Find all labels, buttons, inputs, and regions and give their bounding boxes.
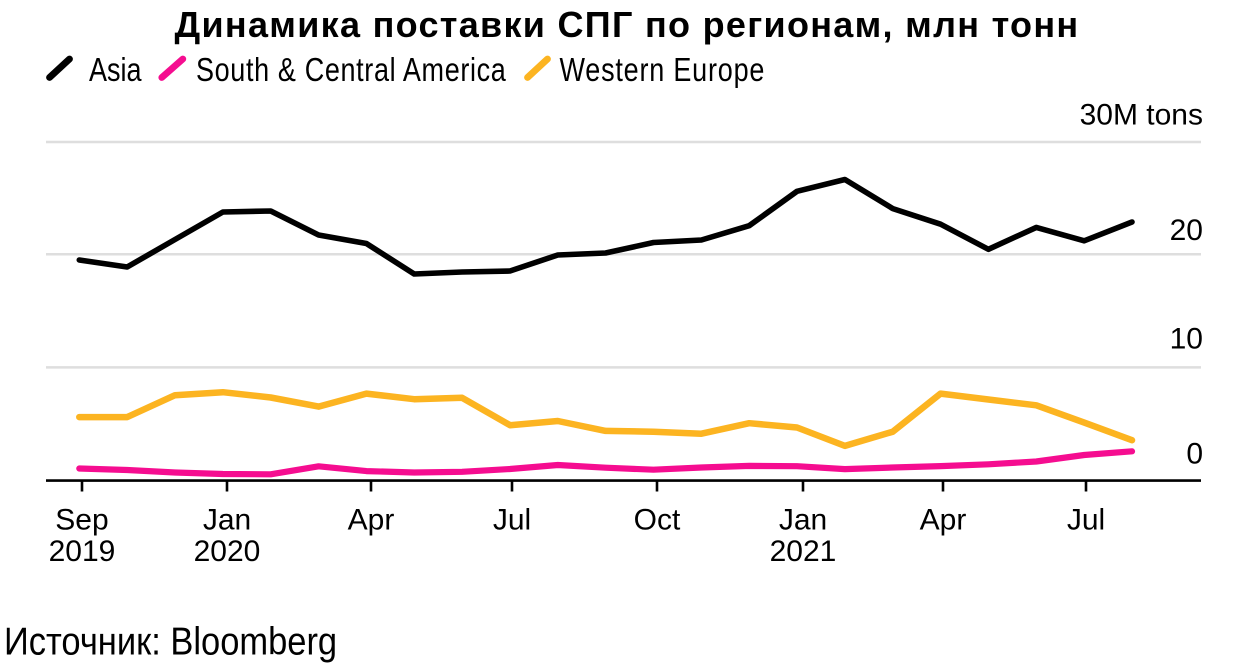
- svg-text:Динамика поставки СПГ по регио: Динамика поставки СПГ по регионам, млн т…: [175, 4, 1080, 45]
- svg-text:2020: 2020: [194, 535, 261, 568]
- svg-text:Oct: Oct: [634, 504, 681, 537]
- svg-text:Источник: Bloomberg: Источник: Bloomberg: [4, 620, 337, 663]
- svg-text:Asia: Asia: [89, 51, 142, 89]
- svg-text:0: 0: [1186, 438, 1203, 471]
- svg-text:Western Europe: Western Europe: [560, 51, 766, 89]
- svg-text:2021: 2021: [770, 535, 837, 568]
- svg-text:Apr: Apr: [348, 504, 395, 537]
- svg-text:Sep: Sep: [55, 504, 108, 537]
- svg-text:20: 20: [1170, 214, 1203, 247]
- svg-text:Jan: Jan: [779, 504, 827, 537]
- svg-text:Jan: Jan: [203, 504, 251, 537]
- svg-text:Apr: Apr: [920, 504, 967, 537]
- svg-text:South & Central America: South & Central America: [196, 51, 506, 89]
- svg-text:10: 10: [1170, 323, 1203, 356]
- svg-text:2019: 2019: [49, 535, 116, 568]
- svg-text:30M tons: 30M tons: [1080, 98, 1203, 131]
- svg-text:Jul: Jul: [1067, 504, 1105, 537]
- svg-text:Jul: Jul: [493, 504, 531, 537]
